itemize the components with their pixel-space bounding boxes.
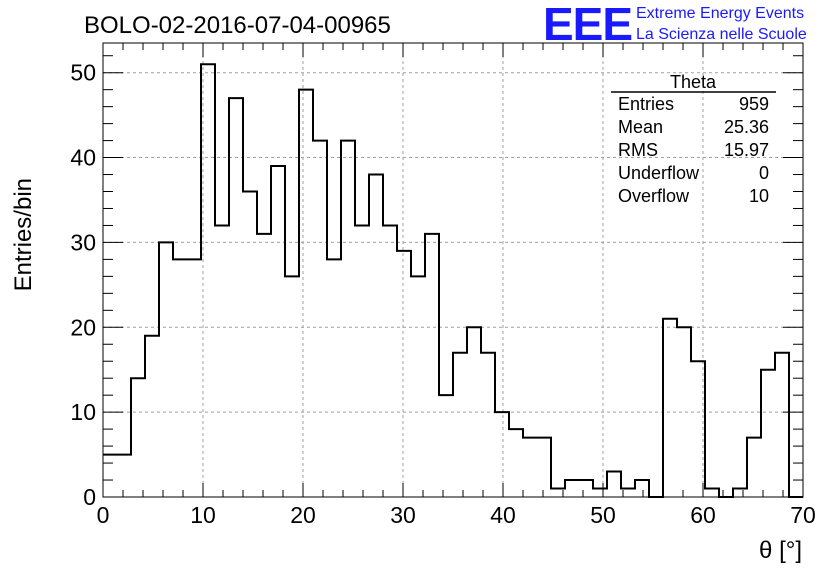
y-tick-label: 20 — [70, 314, 96, 340]
logo-line-2: La Scienza nelle Scuole — [636, 26, 807, 43]
eee-logo-mark: EEE — [543, 0, 633, 50]
x-tick-label: 20 — [290, 502, 316, 528]
y-tick-label: 40 — [70, 145, 96, 171]
x-tick-label: 40 — [490, 502, 516, 528]
stats-label: Entries — [618, 94, 674, 114]
stats-value: 0 — [759, 163, 769, 183]
stats-box: Theta Entries 959 Mean 25.36 RMS 15.97 Underfl… — [611, 72, 776, 206]
x-tick-label: 70 — [790, 502, 816, 528]
x-axis-label: θ [°] — [759, 537, 802, 564]
stats-label: Underflow — [618, 163, 700, 183]
y-tick-label: 10 — [70, 399, 96, 425]
y-tick-label: 50 — [70, 60, 96, 86]
x-tick-labels: 0 10 20 30 40 50 60 70 — [97, 502, 816, 528]
x-tick-label: 60 — [690, 502, 716, 528]
plot-frame — [102, 42, 804, 498]
y-tick-label: 0 — [83, 484, 96, 510]
histogram-line — [103, 63, 803, 498]
y-tick-label: 30 — [70, 229, 96, 255]
x-tick-label: 50 — [590, 502, 616, 528]
stats-value: 25.36 — [724, 117, 769, 137]
y-tick-labels: 0 10 20 30 40 50 — [70, 60, 96, 510]
x-tick-label: 30 — [390, 502, 416, 528]
stats-value: 10 — [749, 186, 769, 206]
stats-box-title: Theta — [670, 72, 717, 92]
stats-rows: Entries 959 Mean 25.36 RMS 15.97 Underflow 0 Ove… — [618, 94, 769, 206]
stats-value: 959 — [739, 94, 769, 114]
axis-ticks — [102, 43, 804, 498]
stats-value: 15.97 — [724, 140, 769, 160]
chart-title: BOLO-02-2016-07-04-00965 — [84, 12, 391, 39]
stats-label: Overflow — [618, 186, 690, 206]
x-tick-label: 0 — [97, 502, 110, 528]
grid-lines — [103, 43, 803, 497]
x-tick-label: 10 — [190, 502, 216, 528]
histogram-series — [103, 63, 803, 498]
y-axis-label: Entries/bin — [10, 178, 37, 291]
stats-label: RMS — [618, 140, 658, 160]
stats-label: Mean — [618, 117, 663, 137]
logo-line-1: Extreme Energy Events — [636, 5, 805, 22]
